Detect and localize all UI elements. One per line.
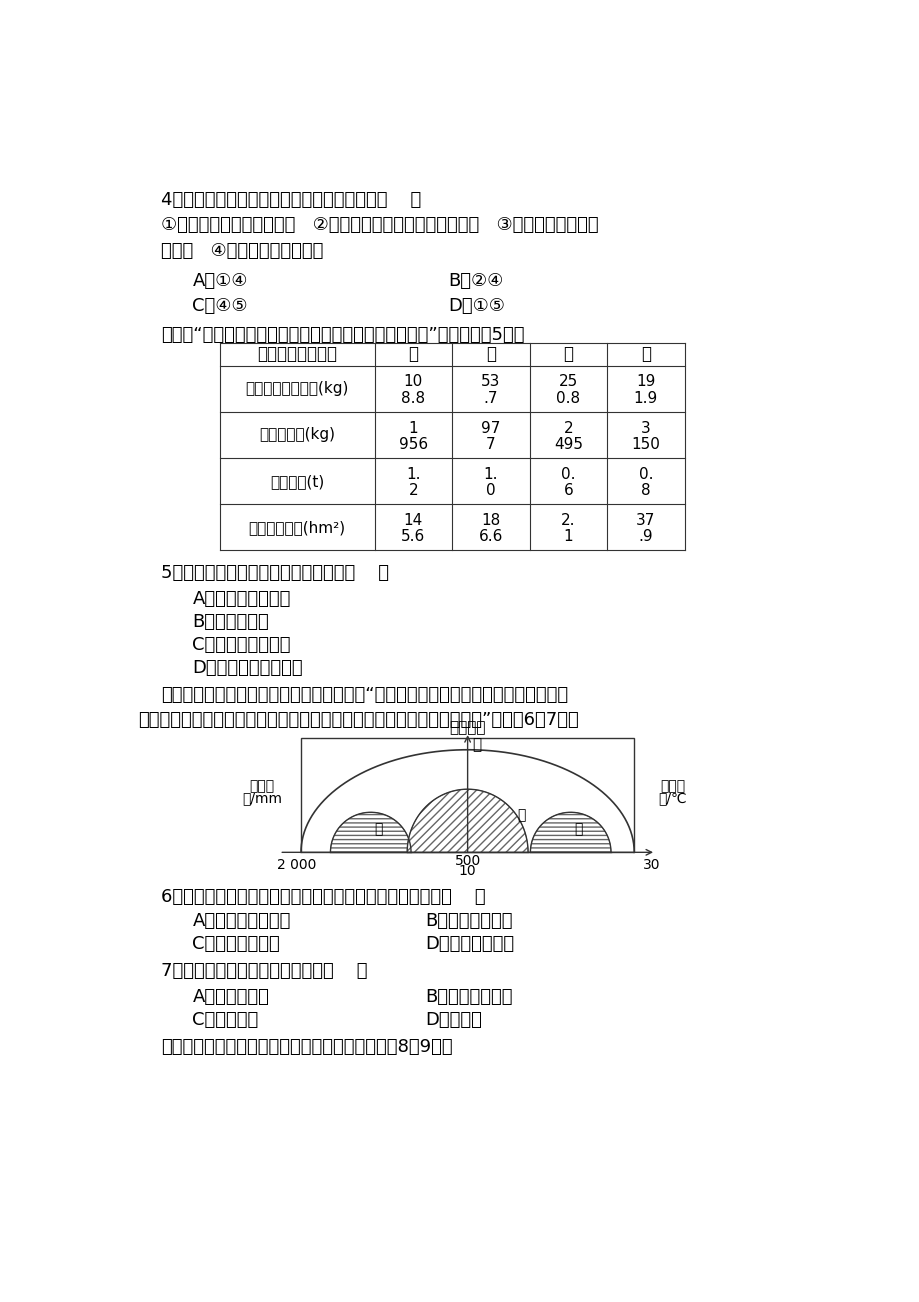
Text: 5．与丙、丁两国的农业特点相符的是（    ）: 5．与丙、丁两国的农业特点相符的是（ ） <box>162 564 389 582</box>
Text: 6: 6 <box>562 483 573 497</box>
Text: 年均温: 年均温 <box>660 779 685 793</box>
Text: 下表为“四个国家在同一年度中的簮食作物生产的统计表”。据此回筕5题。: 下表为“四个国家在同一年度中的簮食作物生产的统计表”。据此回筕5题。 <box>162 326 525 344</box>
Polygon shape <box>407 789 528 853</box>
Text: 150: 150 <box>630 436 660 452</box>
Text: 工养殖   ④规定禁渔期和禁渔区: 工养殖 ④规定禁渔期和禁渔区 <box>162 242 323 259</box>
Text: 14: 14 <box>403 513 423 527</box>
Text: 0.: 0. <box>638 466 652 482</box>
Text: 人均耕地面积(hm²): 人均耕地面积(hm²) <box>248 519 346 535</box>
Text: 0.8: 0.8 <box>556 391 580 405</box>
Text: 30: 30 <box>641 858 659 872</box>
Text: 53: 53 <box>481 375 500 389</box>
Text: 19: 19 <box>636 375 655 389</box>
Text: 25: 25 <box>558 375 577 389</box>
Text: 2: 2 <box>408 483 418 497</box>
Text: D．①⑤: D．①⑤ <box>448 297 505 315</box>
Text: 7．图中甲代表的农业地域类型是（    ）: 7．图中甲代表的农业地域类型是（ ） <box>162 962 368 980</box>
Text: 丙: 丙 <box>562 345 573 363</box>
Text: 10: 10 <box>459 863 476 878</box>
Text: 农作物的分布与地理环境关系十分密切。读“水稻种植业、商品谷物农业、乳畜业的空: 农作物的分布与地理环境关系十分密切。读“水稻种植业、商品谷物农业、乳畜业的空 <box>162 686 568 704</box>
Text: 97: 97 <box>481 421 500 436</box>
Text: 1: 1 <box>408 421 418 436</box>
Text: ①修建水库，减少洪涝灾害   ②上中游植树造林，减少水土流失   ③发展科技，进行人: ①修建水库，减少洪涝灾害 ②上中游植树造林，减少水土流失 ③发展科技，进行人 <box>162 216 598 234</box>
Text: 0: 0 <box>485 483 495 497</box>
Text: 甲: 甲 <box>573 823 582 836</box>
Text: 分布空间: 分布空间 <box>448 720 485 736</box>
Text: 簮食作物生产统计: 簮食作物生产统计 <box>256 345 336 363</box>
Polygon shape <box>330 812 411 853</box>
Text: B．人均产量高: B．人均产量高 <box>192 613 269 631</box>
Text: 丁: 丁 <box>641 345 650 363</box>
Text: 丙: 丙 <box>471 737 481 753</box>
Text: A．水稻种植业: A．水稻种植业 <box>192 988 269 1006</box>
Text: D．南部沿海平原: D．南部沿海平原 <box>425 935 514 953</box>
Text: 1: 1 <box>563 529 573 544</box>
Text: 8.8: 8.8 <box>401 391 425 405</box>
Polygon shape <box>530 812 610 853</box>
Text: 500: 500 <box>454 854 481 868</box>
Text: 37: 37 <box>636 513 655 527</box>
Text: 4．下列有利于长江刀鱼可持续生存的措施有（    ）: 4．下列有利于长江刀鱼可持续生存的措施有（ ） <box>162 191 421 208</box>
Text: C．混合农业: C．混合农业 <box>192 1010 258 1029</box>
Text: 人均产量(t): 人均产量(t) <box>269 474 323 488</box>
Text: 10: 10 <box>403 375 423 389</box>
Text: .9: .9 <box>638 529 652 544</box>
Text: 度/℃: 度/℃ <box>658 792 686 806</box>
Text: B．商品谷物农业: B．商品谷物农业 <box>425 988 512 1006</box>
Text: 2.: 2. <box>561 513 575 527</box>
Text: 1.9: 1.9 <box>633 391 657 405</box>
Text: 乙: 乙 <box>485 345 495 363</box>
Text: 1.: 1. <box>405 466 420 482</box>
Text: 3: 3 <box>641 421 650 436</box>
Text: 甲: 甲 <box>374 823 382 836</box>
Text: 6．图中乙代表的农业地域类型，在美国的主要分布地区是（    ）: 6．图中乙代表的农业地域类型，在美国的主要分布地区是（ ） <box>162 888 485 906</box>
Text: 2: 2 <box>563 421 573 436</box>
Text: C．④⑤: C．④⑤ <box>192 297 248 315</box>
Text: 年降水: 年降水 <box>249 779 275 793</box>
Text: 每公顼肥料使用量(kg): 每公顼肥料使用量(kg) <box>245 381 348 396</box>
Text: 956: 956 <box>398 436 427 452</box>
Text: 6.6: 6.6 <box>478 529 503 544</box>
Text: 8: 8 <box>641 483 650 497</box>
Text: A．东部低山丘陵区: A．东部低山丘陵区 <box>192 913 290 931</box>
Text: A．单位面积产量低: A．单位面积产量低 <box>192 590 290 608</box>
Text: 间分布范围（曲线与横坐标围成的区域）与热量、水分条件的关系示意图”，回策6～7题。: 间分布范围（曲线与横坐标围成的区域）与热量、水分条件的关系示意图”，回策6～7题… <box>138 711 578 729</box>
Text: 量/mm: 量/mm <box>242 792 282 806</box>
Text: 甲: 甲 <box>408 345 418 363</box>
Text: D．农业集约化程度高: D．农业集约化程度高 <box>192 659 302 677</box>
Text: 下图中斜线区为某农业地域类型的分布，读图回筕8～9题。: 下图中斜线区为某农业地域类型的分布，读图回筕8～9题。 <box>162 1038 453 1056</box>
Text: .7: .7 <box>483 391 497 405</box>
Text: 5.6: 5.6 <box>401 529 425 544</box>
Text: B．②④: B．②④ <box>448 272 503 290</box>
Text: C．人均耕地面积大: C．人均耕地面积大 <box>192 635 290 654</box>
Text: 每公顼产量(kg): 每公顼产量(kg) <box>259 427 335 443</box>
Bar <box>301 738 633 853</box>
Text: B．西部沿海地区: B．西部沿海地区 <box>425 913 512 931</box>
Text: 495: 495 <box>553 436 583 452</box>
Text: 0.: 0. <box>561 466 575 482</box>
Text: 18: 18 <box>481 513 500 527</box>
Text: 乙: 乙 <box>517 809 526 823</box>
Text: A．①④: A．①④ <box>192 272 247 290</box>
Text: 2 000: 2 000 <box>278 858 316 872</box>
Text: 1.: 1. <box>483 466 497 482</box>
Text: D．乳畜业: D．乳畜业 <box>425 1010 482 1029</box>
Text: C．中部平原地区: C．中部平原地区 <box>192 935 280 953</box>
Text: 7: 7 <box>485 436 495 452</box>
